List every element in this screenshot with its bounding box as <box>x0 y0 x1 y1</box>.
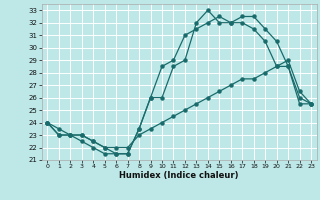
X-axis label: Humidex (Indice chaleur): Humidex (Indice chaleur) <box>119 171 239 180</box>
